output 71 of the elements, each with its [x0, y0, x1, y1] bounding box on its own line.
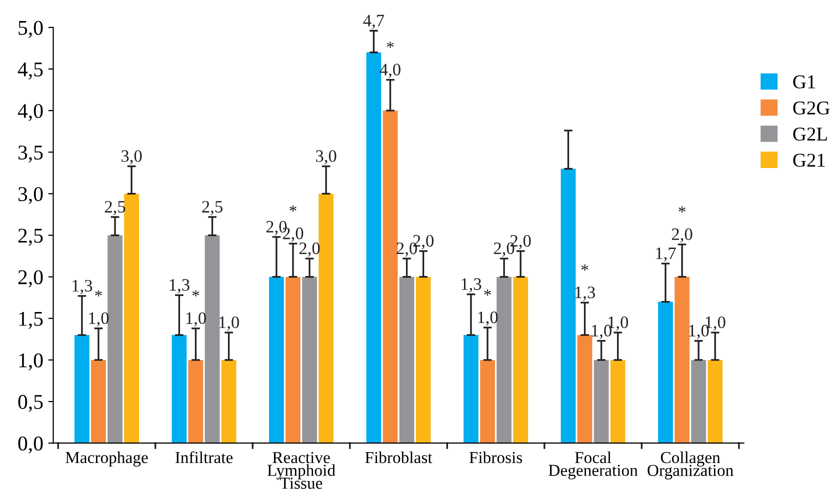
- y-tick-label: 3,0: [18, 187, 43, 204]
- bar: [416, 276, 431, 444]
- x-tick-label: Fibroblast: [365, 451, 432, 464]
- bar: [124, 194, 139, 444]
- bar: [91, 360, 106, 444]
- bar: [577, 335, 592, 444]
- bar: [480, 360, 495, 444]
- bar: [674, 276, 690, 444]
- annotation: *: [192, 290, 200, 296]
- x-tick-label: Fibrosis: [469, 451, 522, 464]
- bar: [708, 360, 723, 444]
- x-tick-label: Infiltrate: [175, 451, 233, 464]
- y-tick-label: 2,0: [18, 270, 43, 288]
- data-label: 3,0: [122, 150, 142, 164]
- y-tick-label: 0,0: [18, 436, 43, 454]
- y-tick-label: 1,0: [19, 353, 43, 370]
- y-tick-label: 3,5: [18, 146, 43, 163]
- x-tick-label: Collagen Organization: [648, 451, 734, 480]
- bar: [560, 168, 576, 444]
- bar: [286, 276, 300, 444]
- annotation: *: [678, 206, 686, 212]
- bar: [221, 360, 236, 444]
- bar: [302, 276, 317, 444]
- legend-label: G1: [793, 75, 816, 88]
- bar: [382, 110, 398, 444]
- bar: [691, 360, 706, 444]
- bar: [594, 360, 609, 444]
- annotation: *: [386, 42, 394, 48]
- data-label: 2,0: [672, 228, 692, 243]
- data-label: 1,3: [72, 280, 92, 294]
- x-tick-label: Reactive Lymphoid Tissue: [267, 452, 336, 489]
- y-tick-label: 4,5: [18, 62, 43, 80]
- annotation: *: [581, 264, 588, 271]
- bar: [188, 360, 204, 444]
- bar: [610, 360, 626, 444]
- data-label: 1,0: [219, 316, 239, 331]
- bar: [204, 235, 220, 444]
- data-label: 3,0: [316, 150, 336, 164]
- x-tick-label: Focal Degeneration: [548, 451, 638, 480]
- bar: [399, 276, 414, 444]
- bar: [269, 276, 284, 444]
- bar: [108, 235, 122, 444]
- annotation: *: [290, 206, 296, 212]
- data-label: 1,3: [575, 286, 595, 301]
- legend-label: G2G: [793, 101, 830, 115]
- data-label: 1,3: [170, 279, 190, 294]
- legend-label: G21: [793, 154, 825, 167]
- x-tick-label: Macrophage: [66, 451, 148, 467]
- bar: [172, 335, 187, 444]
- legend-label: G2L: [793, 128, 827, 141]
- data-label: 1,0: [186, 312, 206, 327]
- bar: [464, 335, 478, 444]
- y-tick-label: 2,5: [18, 228, 43, 246]
- data-label: 1,0: [478, 311, 498, 326]
- bar: [513, 276, 528, 444]
- data-label: 1,0: [89, 312, 109, 327]
- data-label: 2,5: [202, 200, 222, 216]
- bar: [496, 276, 512, 444]
- bar: [658, 302, 673, 444]
- data-label: 1,3: [462, 278, 482, 292]
- y-tick-label: 1,5: [19, 312, 43, 329]
- bar: [74, 335, 90, 444]
- bar: [318, 194, 334, 444]
- y-tick-label: 0,5: [18, 394, 43, 412]
- y-tick-label: 4,0: [18, 104, 43, 122]
- data-label: 1,7: [656, 248, 676, 262]
- data-label: 4,7: [363, 14, 384, 29]
- y-tick-label: 5,0: [18, 20, 43, 38]
- annotation: *: [95, 290, 102, 296]
- bar: [366, 52, 382, 444]
- annotation: *: [484, 289, 491, 296]
